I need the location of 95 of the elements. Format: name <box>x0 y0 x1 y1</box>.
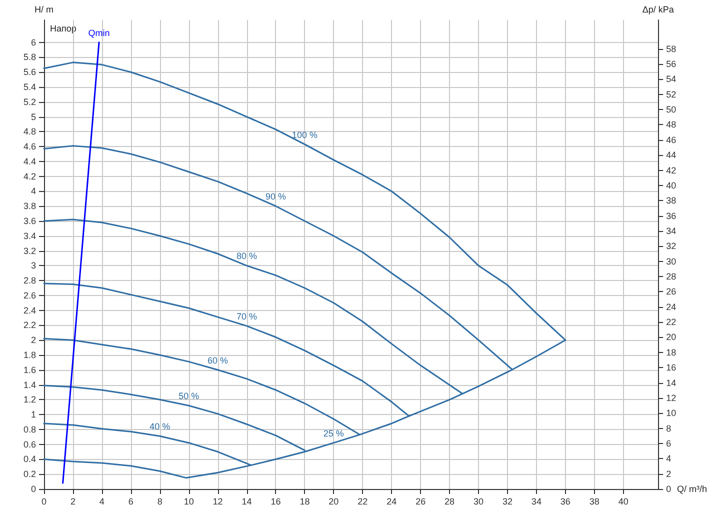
y2-tick-label: 32 <box>666 241 676 252</box>
x-tick-label: 36 <box>560 496 570 506</box>
y2-tick-label: 28 <box>666 272 676 282</box>
y2-tick-label: 20 <box>666 332 676 342</box>
x-tick-label: 32 <box>502 496 512 506</box>
y2-tick-label: 48 <box>666 120 676 130</box>
x-tick-label: 0 <box>41 496 47 506</box>
y2-tick-label: 58 <box>666 44 676 54</box>
y2-tick-label: 24 <box>666 302 676 312</box>
y2-tick-label: 56 <box>666 59 676 70</box>
y-tick-label: 3.6 <box>23 216 36 226</box>
y-tick-label: 4.4 <box>23 156 36 166</box>
x-tick-label: 26 <box>416 496 426 506</box>
y-tick-label: 4.6 <box>23 142 36 152</box>
y-tick-label: 0.4 <box>23 454 36 464</box>
x-tick-label: 30 <box>473 496 484 506</box>
x-tick-label: 12 <box>212 496 223 506</box>
x-tick-label: 2 <box>70 496 76 506</box>
y2-tick-label: 8 <box>666 423 672 434</box>
y2-tick-label: 52 <box>666 89 676 100</box>
y-tick-label: 5.8 <box>23 52 36 62</box>
y-tick-label: 2.2 <box>23 320 36 330</box>
y2-tick-label: 34 <box>666 226 676 236</box>
y-tick-label: 5.6 <box>23 67 36 78</box>
y-tick-label: 2 <box>30 335 36 346</box>
y2-tick-label: 38 <box>666 196 676 206</box>
y-tick-label: 5.2 <box>23 96 36 107</box>
series-label: 40 % <box>150 422 170 432</box>
annotation: Напор <box>50 24 76 34</box>
y-tick-label: 2.8 <box>23 276 36 286</box>
x-axis-title: Q/ m³/h <box>677 484 708 494</box>
y-tick-label: 0 <box>30 484 36 494</box>
series-label: 80 % <box>236 251 258 262</box>
y2-tick-label: 0 <box>666 484 672 494</box>
x-tick-label: 22 <box>358 496 368 506</box>
y2-tick-label: 36 <box>666 210 676 221</box>
series-label: 90 % <box>265 192 286 202</box>
y-tick-label: 3.2 <box>23 246 36 256</box>
x-tick-label: 6 <box>128 496 134 506</box>
y2-tick-label: 42 <box>666 165 676 176</box>
y-tick-label: 0.8 <box>23 424 36 434</box>
y2-tick-label: 40 <box>666 180 676 190</box>
y2-tick-label: 4 <box>666 454 672 464</box>
y2-tick-label: 26 <box>666 286 676 297</box>
y2-tick-label: 46 <box>666 134 676 145</box>
y-tick-label: 3.4 <box>23 230 36 241</box>
y-tick-label: 3.8 <box>23 201 36 212</box>
y2-tick-label: 10 <box>666 408 676 418</box>
series-label: 100 % <box>292 130 318 140</box>
y2-tick-label: 16 <box>666 362 676 373</box>
x-tick-label: 18 <box>300 496 310 506</box>
y-tick-label: 6 <box>30 37 36 48</box>
y-tick-label: 5.4 <box>23 82 36 92</box>
y2-tick-label: 14 <box>666 378 676 388</box>
y2-tick-label: 50 <box>666 104 676 115</box>
y2-tick-label: 2 <box>666 468 672 479</box>
y2-tick-label: 30 <box>666 256 676 266</box>
x-tick-label: 38 <box>589 496 600 506</box>
y2-tick-label: 12 <box>666 392 676 403</box>
series-label: Qmin <box>88 28 110 38</box>
y2-tick-label: 54 <box>666 74 676 84</box>
y-tick-label: 0.6 <box>23 439 36 450</box>
x-tick-label: 4 <box>99 496 104 506</box>
x-tick-label: 28 <box>444 496 455 506</box>
y-axis-title: H/ m <box>34 4 54 14</box>
y2-tick-label: 6 <box>666 438 672 448</box>
y2-tick-label: 44 <box>666 150 676 160</box>
x-tick-label: 10 <box>184 496 194 506</box>
y2-tick-label: 18 <box>666 347 676 358</box>
y-tick-label: 2.4 <box>23 305 36 316</box>
x-tick-label: 8 <box>157 496 162 506</box>
series-label: 70 % <box>236 311 258 322</box>
x-tick-label: 14 <box>242 496 252 506</box>
y-tick-label: 1 <box>30 410 36 420</box>
series-label: 60 % <box>208 355 228 366</box>
series-label: 50 % <box>178 391 200 402</box>
x-tick-label: 20 <box>328 496 339 506</box>
y-tick-label: 1.2 <box>23 394 36 405</box>
y-tick-label: 4 <box>30 186 36 196</box>
y-tick-label: 5 <box>30 112 36 122</box>
y2-tick-label: 22 <box>666 317 676 328</box>
y-tick-label: 4.8 <box>23 126 36 137</box>
y-tick-label: 0.2 <box>23 469 36 480</box>
y-tick-label: 1.6 <box>23 364 36 375</box>
y-tick-label: 4.2 <box>23 171 36 182</box>
x-tick-label: 24 <box>386 496 397 506</box>
x-tick-label: 40 <box>618 496 628 506</box>
y-tick-label: 1.8 <box>23 350 36 360</box>
y-tick-label: 2.6 <box>23 290 36 300</box>
y2-axis-title: Δp/ kPa <box>642 4 674 14</box>
y-tick-label: 3 <box>30 260 36 271</box>
series-label: 25 % <box>323 428 344 438</box>
y-tick-label: 1.4 <box>23 380 36 390</box>
x-tick-label: 34 <box>531 496 542 506</box>
x-tick-label: 16 <box>270 496 281 506</box>
